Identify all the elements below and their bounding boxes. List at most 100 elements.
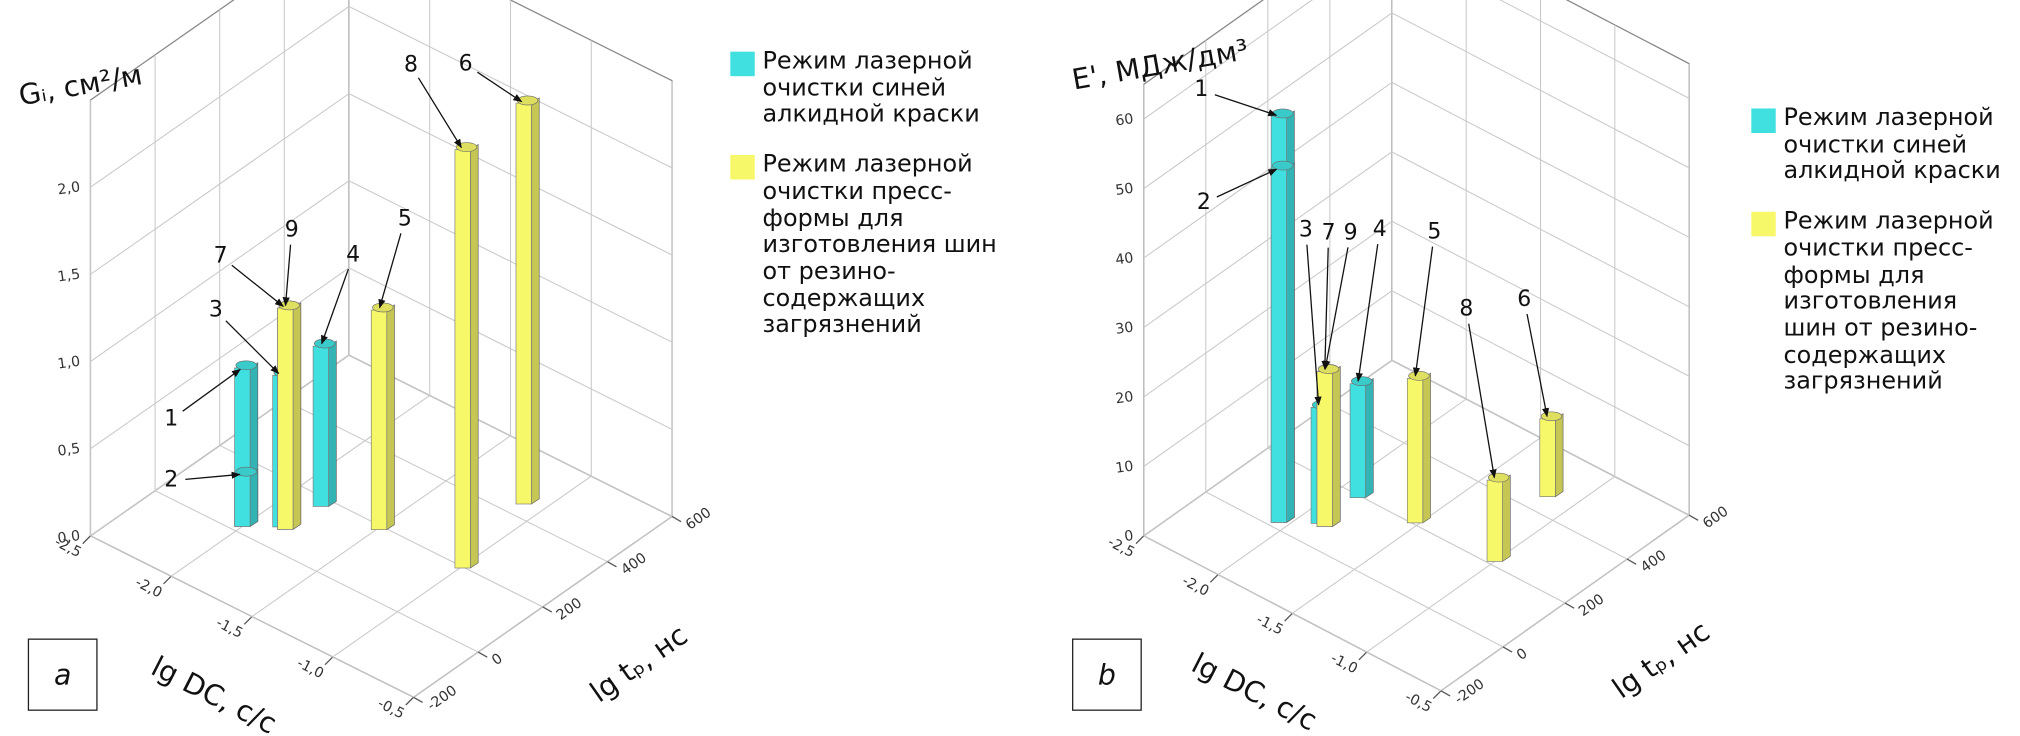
bar-label: 8 <box>1459 297 1473 322</box>
arrow <box>1526 313 1550 418</box>
grid-line <box>1329 403 1628 560</box>
z-tick-label: 30 <box>1114 320 1134 338</box>
y-tick-label: 600 <box>1700 503 1731 532</box>
x-tick-label: -0,5 <box>1402 689 1434 716</box>
x-tick <box>405 696 415 706</box>
legend-label: Режим лазерной очистки пресс-формы для и… <box>1783 208 1994 396</box>
panel-box <box>1072 638 1142 711</box>
bar-top <box>235 360 257 371</box>
x-tick-label: -1,0 <box>294 655 326 682</box>
x-tick <box>1209 574 1219 583</box>
arrow <box>1323 247 1349 370</box>
legend-label: Режим лазерной очистки синей алкидной кр… <box>762 49 980 129</box>
bar-top <box>1408 370 1430 381</box>
legend-box: Режим лазерной очистки синей алкидной кр… <box>1751 106 2016 397</box>
bar-top <box>372 302 394 313</box>
x-tick-label: -2,0 <box>133 575 165 602</box>
y-tick-label: 0 <box>1514 646 1531 664</box>
z-tick-label: 10 <box>1114 458 1134 476</box>
bar-label: 6 <box>459 51 473 76</box>
bar-label: 5 <box>398 207 412 232</box>
bar <box>277 307 294 530</box>
legend-item: Режим лазерной очистки синей алкидной кр… <box>1751 106 2016 186</box>
bar-label: 8 <box>404 53 418 78</box>
bar-side <box>1502 474 1511 563</box>
z-tick-label: 1,5 <box>57 266 82 285</box>
legend-swatch <box>1751 211 1776 237</box>
z-tick-label: 40 <box>1114 250 1134 268</box>
z-tick-label: 20 <box>1114 389 1134 407</box>
panel-label: a <box>54 659 71 692</box>
arrow <box>1321 247 1329 370</box>
arrow <box>282 244 292 307</box>
grid-line <box>348 354 673 517</box>
y-tick <box>413 696 423 703</box>
bar-label: 3 <box>1299 218 1313 243</box>
bar <box>1349 383 1366 498</box>
bar-label: 9 <box>285 218 299 243</box>
bar-label: 2 <box>1197 190 1211 215</box>
bar-label: 6 <box>1517 287 1531 312</box>
x-tick-label: -0,5 <box>375 696 407 723</box>
x-axis-title: lg DC, с/с <box>1186 647 1322 736</box>
bar-side <box>292 302 302 530</box>
bar <box>454 149 471 569</box>
bar-label: 9 <box>1344 220 1358 245</box>
bar <box>515 102 532 505</box>
legend-box: Режим лазерной очистки синей алкидной кр… <box>730 49 1008 340</box>
arrow <box>182 368 241 412</box>
y-tick-label: 0 <box>489 651 506 669</box>
bar-side <box>470 143 479 569</box>
arrow <box>378 233 402 309</box>
x-tick <box>1358 651 1368 661</box>
y-tick <box>1564 602 1575 609</box>
y-tick <box>1688 514 1699 521</box>
y-tick-label: -200 <box>424 683 460 715</box>
y-axis-title: lg tₚ, нс <box>1606 615 1716 705</box>
bar-top <box>1317 364 1340 374</box>
y-axis-title: lg tₚ, нс <box>584 619 694 709</box>
arrow <box>1306 244 1322 406</box>
bar-label: 1 <box>1194 77 1208 102</box>
bar <box>1270 167 1287 523</box>
legend-item: Режим лазерной очистки пресс-формы для и… <box>730 151 1008 340</box>
bar-label: 4 <box>1373 217 1387 242</box>
x-tick-label: -1,5 <box>213 615 245 642</box>
bar-label: 4 <box>346 243 360 268</box>
bar-label: 5 <box>1427 219 1441 244</box>
bar-label: 7 <box>214 243 228 268</box>
x-tick <box>324 656 334 666</box>
y-tick <box>542 606 553 613</box>
arrow <box>225 320 280 375</box>
bar-top <box>1488 472 1510 483</box>
arrow <box>477 71 523 103</box>
bar-side <box>531 97 540 505</box>
legend-label: Режим лазерной очистки синей алкидной кр… <box>1783 105 2001 186</box>
arrow <box>231 264 284 307</box>
grid-line <box>154 490 479 653</box>
y-tick <box>1626 558 1637 565</box>
bar-side <box>1286 162 1295 524</box>
bar <box>1539 418 1556 497</box>
z-tick-label: 0 <box>1123 528 1134 545</box>
arrow <box>321 268 349 345</box>
y-tick <box>607 561 617 568</box>
legend-item: Режим лазерной очистки синей алкидной кр… <box>730 49 1008 129</box>
legend-swatch <box>730 51 755 77</box>
bar-side <box>249 468 259 528</box>
arrow <box>1412 246 1434 377</box>
y-tick-label: 200 <box>1576 591 1607 620</box>
bar-side <box>328 340 337 508</box>
bar-top <box>1272 160 1294 171</box>
bar-label: 2 <box>164 468 178 493</box>
x-tick <box>1432 690 1442 700</box>
z-tick-label: 0,5 <box>57 441 82 460</box>
x-tick-label: -2,0 <box>1179 573 1211 600</box>
arrow <box>1355 244 1379 383</box>
legend-swatch <box>730 155 755 180</box>
x-tick <box>243 616 253 625</box>
y-tick-label: 600 <box>683 505 714 534</box>
y-tick-label: -200 <box>1452 676 1488 708</box>
bar <box>370 309 388 531</box>
x-tick <box>1284 612 1293 622</box>
